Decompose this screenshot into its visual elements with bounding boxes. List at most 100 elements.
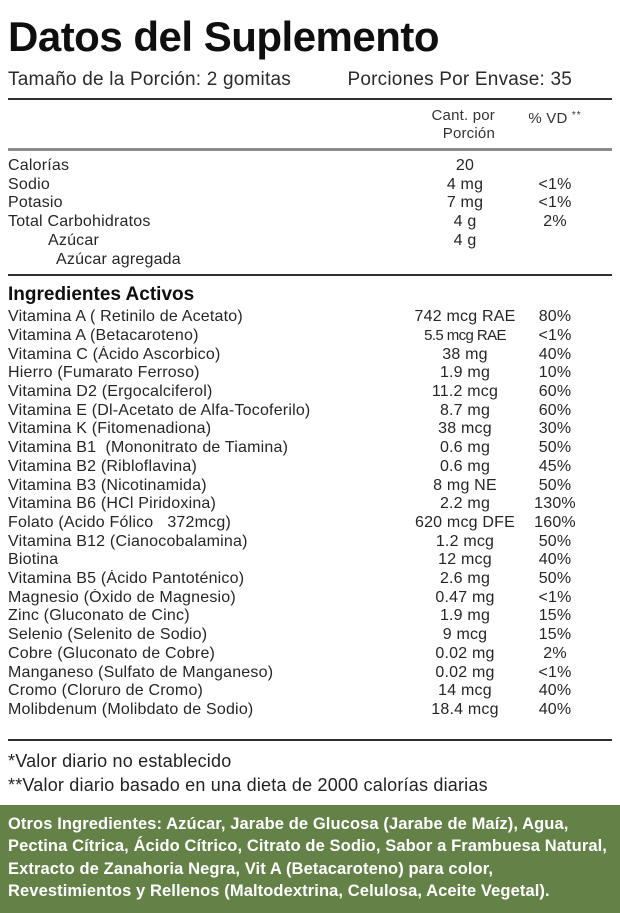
table-row: Folato (Acido Fólico 372mcg) 620 mcg DFE…	[8, 514, 585, 533]
nutrient-dv: 30%	[538, 420, 572, 438]
nutrient-amount: 12 mcg	[438, 551, 492, 569]
nutrient-amount: 0.02 mg	[435, 644, 495, 662]
nutrient-amount: 1.9 mg	[439, 607, 491, 625]
dv-asterisks: **	[571, 110, 582, 121]
table-row: Total Carbohidratos 4 g 2%	[8, 213, 585, 232]
nutrient-amount: 1.9 mg	[439, 364, 491, 382]
table-row: Vitamina B3 (Nicotinamida) 8 mg NE 50%	[8, 477, 585, 496]
table-row: Hierro (Fumarato Ferroso) 1.9 mg 10%	[8, 364, 585, 383]
dv-label: % VD	[528, 110, 568, 127]
nutrient-dv: 2%	[543, 644, 567, 662]
serving-size: Tamaño de la Porción: 2 gomitas	[8, 69, 291, 90]
nutrient-dv: <1%	[538, 194, 572, 212]
nutrient-amount: 8 mg NE	[433, 476, 497, 494]
nutrient-name: Zinc (Gluconato de Cinc)	[8, 607, 190, 625]
nutrient-amount: 0.6 mg	[439, 457, 491, 475]
divider-nutrients	[8, 274, 612, 277]
nutrient-name: Folato (Acido Fólico 372mcg)	[8, 513, 231, 531]
nutrient-dv: 40%	[538, 700, 572, 718]
table-row: Cobre (Gluconato de Cobre) 0.02 mg 2%	[8, 645, 585, 664]
table-row: Vitamina B5 (Ácido Pantoténico) 2.6 mg 5…	[8, 570, 585, 589]
table-row: Vitamina E (Dl-Acetato de Alfa-Tocoferil…	[8, 402, 585, 421]
nutrient-name: Hierro (Fumarato Ferroso)	[8, 364, 200, 382]
nutrient-dv: 60%	[538, 401, 572, 419]
table-header-spacer	[8, 107, 405, 143]
nutrient-dv: <1%	[538, 175, 572, 193]
nutrient-dv: 40%	[538, 682, 572, 700]
nutrient-amount: 7 mg	[446, 194, 484, 212]
table-row: Potasio 7 mg <1%	[8, 194, 585, 213]
nutrient-dv: 45%	[538, 457, 572, 475]
nutrient-dv: 60%	[538, 383, 572, 401]
nutrient-name: Vitamina B5 (Ácido Pantoténico)	[8, 570, 245, 588]
nutrient-name: Vitamina A ( Retinilo de Acetato)	[8, 308, 243, 326]
nutrient-dv	[525, 251, 585, 270]
nutrient-name: Biotina	[8, 551, 59, 569]
nutrient-dv: 15%	[538, 607, 572, 625]
nutrient-dv: 40%	[538, 345, 572, 363]
nutrient-dv: 2%	[543, 213, 567, 231]
table-row: Vitamina D2 (Ergocalciferol) 11.2 mcg 60…	[8, 383, 585, 402]
nutrient-name: Vitamina C (Ácido Ascorbico)	[8, 345, 221, 363]
nutrient-amount: 20	[455, 157, 475, 174]
nutrient-amount: 0.02 mg	[435, 663, 495, 681]
nutrient-name: Azúcar	[48, 231, 99, 249]
nutrient-name: Molibdenum (Molibdato de Sodio)	[8, 700, 254, 718]
table-row: Calorías 20	[8, 157, 585, 176]
nutrient-dv: <1%	[538, 326, 572, 344]
nutrient-amount: 742 mcg RAE	[414, 308, 516, 326]
nutrient-name: Magnesio (Óxido de Magnesio)	[8, 588, 236, 606]
column-header-dv: % VD **	[525, 107, 585, 143]
nutrient-name: Vitamina B6 (HCl Piridoxina)	[8, 495, 217, 513]
nutrient-amount: 14 mcg	[438, 682, 492, 700]
nutrient-name: Vitamina E (Dl-Acetato de Alfa-Tocoferil…	[8, 401, 311, 419]
nutrient-amount: 38 mcg	[438, 420, 492, 438]
table-row: Azúcar 4 g	[8, 232, 585, 251]
nutrient-name: Vitamina B1 (Mononitrato de Tiamina)	[8, 439, 289, 457]
nutrient-name: Vitamina A (Betacaroteno)	[8, 326, 199, 344]
nutrient-amount: 18.4 mcg	[431, 700, 499, 718]
active-ingredients-title: Ingredientes Activos	[8, 284, 195, 306]
nutrient-amount: 8.7 mg	[439, 401, 491, 419]
nutrient-amount: 0.6 mg	[439, 439, 491, 457]
nutrient-dv	[525, 157, 585, 176]
divider-top	[8, 98, 612, 100]
column-header-amount: Cant. por Porción	[431, 107, 495, 142]
servings-per-container: Porciones Por Envase: 35	[347, 69, 572, 90]
nutrient-dv: 50%	[538, 439, 572, 457]
nutrient-name: Calorías	[8, 157, 70, 174]
nutrient-amount: 9 mcg	[442, 626, 488, 644]
table-row: Vitamina B6 (HCl Piridoxina) 2.2 mg 130%	[8, 495, 585, 514]
nutrient-name: Total Carbohidratos	[8, 213, 151, 231]
nutrient-name: Cobre (Gluconato de Cobre)	[8, 644, 216, 662]
nutrient-name: Vitamina D2 (Ergocalciferol)	[8, 383, 213, 401]
table-row: Zinc (Gluconato de Cinc) 1.9 mg 15%	[8, 607, 585, 626]
nutrient-name: Potasio	[8, 194, 63, 212]
table-row: Selenio (Selenito de Sodio) 9 mcg 15%	[8, 626, 585, 645]
nutrient-dv: 15%	[538, 626, 572, 644]
nutrient-dv: 40%	[538, 551, 572, 569]
nutrient-amount: 38 mg	[442, 345, 488, 363]
table-row: Cromo (Cloruro de Cromo) 14 mcg 40%	[8, 682, 585, 701]
page-title: Datos del Suplemento	[8, 13, 440, 60]
nutrient-table: Calorías 20 Sodio 4 mg <1% Potasio 7 mg …	[0, 157, 620, 269]
other-ingredients: Otros Ingredientes: Azúcar, Jarabe de Gl…	[0, 804, 620, 913]
table-row: Biotina 12 mcg 40%	[8, 551, 585, 570]
table-row: Vitamina B2 (Ribloflavina) 0.6 mg 45%	[8, 458, 585, 477]
nutrient-dv: 10%	[538, 364, 572, 382]
table-row: Vitamina B12 (Cianocobalamina) 1.2 mcg 5…	[8, 533, 585, 552]
divider-header	[8, 148, 612, 151]
nutrient-dv: <1%	[538, 588, 572, 606]
nutrient-dv: 50%	[538, 532, 572, 550]
nutrient-name: Azúcar agregada	[56, 250, 181, 268]
nutrient-amount	[405, 251, 525, 270]
nutrient-amount: 620 mcg DFE	[414, 513, 515, 531]
nutrient-name: Manganeso (Sulfato de Manganeso)	[8, 663, 274, 681]
nutrient-amount: 2.2 mg	[439, 495, 491, 513]
nutrient-amount: 1.2 mcg	[435, 532, 495, 550]
nutrient-dv: 160%	[534, 513, 576, 531]
table-row: Vitamina A ( Retinilo de Acetato) 742 mc…	[8, 308, 585, 327]
table-row: Sodio 4 mg <1%	[8, 176, 585, 195]
nutrient-amount: 4 g	[453, 231, 477, 249]
nutrient-dv: 50%	[538, 476, 572, 494]
